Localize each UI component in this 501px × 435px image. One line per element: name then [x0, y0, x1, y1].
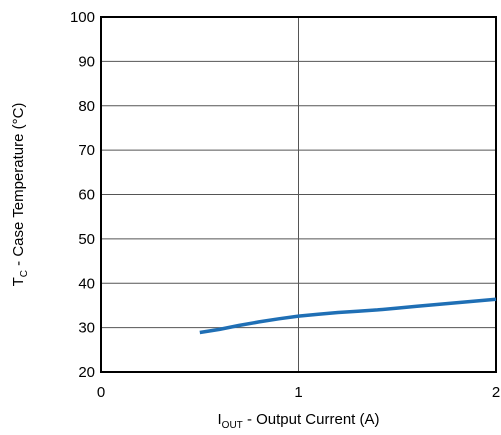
y-tick-label: 100 [70, 9, 95, 26]
y-tick-label: 80 [78, 98, 95, 115]
x-axis-label-rest: - Output Current (A) [243, 411, 380, 428]
y-tick-label: 30 [78, 320, 95, 337]
y-axis-label-rest: - Case Temperature (°C) [10, 103, 27, 270]
x-tick-label: 0 [97, 384, 105, 401]
y-tick-label: 60 [78, 187, 95, 204]
grid [100, 16, 497, 373]
y-tick-label: 90 [78, 53, 95, 70]
x-tick-label: 1 [294, 384, 302, 401]
y-tick-label: 40 [78, 275, 95, 292]
x-tick-labels: 0 1 2 [97, 384, 500, 401]
y-tick-label: 70 [78, 142, 95, 159]
series-group [199, 297, 497, 335]
x-axis-label-sub: OUT [222, 420, 243, 431]
x-axis-label-main: I [218, 411, 222, 428]
y-axis-label: TC - Case Temperature (°C) [10, 103, 30, 287]
y-tick-labels: 20 30 40 50 60 70 80 90 100 [70, 9, 95, 381]
y-axis-label-main: T [10, 277, 27, 286]
x-axis-label: IOUT - Output Current (A) [218, 411, 380, 431]
plot-frame [100, 16, 497, 373]
y-axis-label-sub: C [19, 270, 30, 277]
y-tick-label: 20 [78, 364, 95, 381]
x-tick-label: 2 [492, 384, 500, 401]
series-line [199, 297, 497, 335]
y-tick-label: 50 [78, 231, 95, 248]
